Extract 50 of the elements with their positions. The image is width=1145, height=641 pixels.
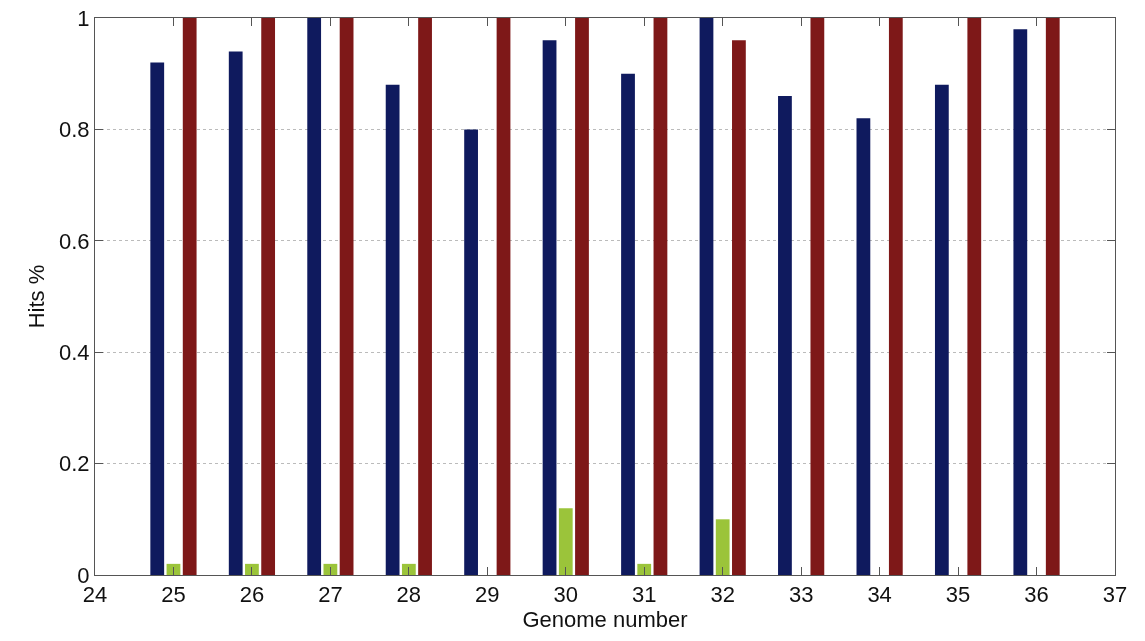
x-tick-label: 37 [1102, 582, 1128, 608]
bar [699, 18, 714, 575]
x-tick-label: 26 [239, 582, 265, 608]
bar [715, 519, 730, 575]
bar [732, 40, 746, 575]
bar [182, 18, 197, 575]
bar [464, 129, 478, 575]
bar [653, 18, 668, 575]
bar [1045, 18, 1060, 575]
y-tick-label: 0.8 [59, 117, 90, 143]
bar [967, 18, 982, 575]
y-tick-label: 0.4 [59, 339, 90, 365]
x-tick-label: 30 [553, 582, 579, 608]
bar [418, 18, 432, 575]
x-tick-label: 29 [475, 582, 500, 608]
bar [621, 73, 635, 575]
bar [228, 51, 243, 575]
x-axis-title: Genome number [522, 607, 688, 633]
bar [401, 563, 416, 575]
bar [575, 18, 589, 575]
x-tick-label: 36 [1024, 582, 1049, 608]
bar [637, 563, 652, 575]
bar [261, 18, 276, 575]
x-tick-label: 35 [945, 582, 971, 608]
bar [323, 563, 338, 575]
x-tick-label: 31 [631, 582, 657, 608]
bar [307, 18, 322, 575]
x-tick-label: 27 [318, 582, 343, 608]
y-tick-label: 0.6 [59, 228, 90, 254]
x-tick-label: 28 [396, 582, 422, 608]
x-tick-label: 34 [867, 582, 892, 608]
x-tick-label: 33 [788, 582, 814, 608]
bar [150, 62, 165, 575]
bar [339, 18, 354, 575]
bar [778, 95, 792, 575]
y-axis-title: Hits % [23, 264, 49, 329]
x-tick-label: 32 [710, 582, 735, 608]
bar [558, 508, 573, 575]
x-tick-label: 25 [161, 582, 186, 608]
y-tick-label: 1 [77, 5, 90, 31]
bar [1013, 29, 1028, 575]
bar [810, 18, 825, 575]
bar [934, 84, 949, 575]
bar [385, 84, 400, 575]
bar [542, 40, 557, 575]
bar [856, 118, 871, 575]
y-tick-label: 0.2 [59, 451, 90, 477]
bar [888, 18, 903, 575]
bar [245, 563, 259, 575]
bar [496, 18, 511, 575]
